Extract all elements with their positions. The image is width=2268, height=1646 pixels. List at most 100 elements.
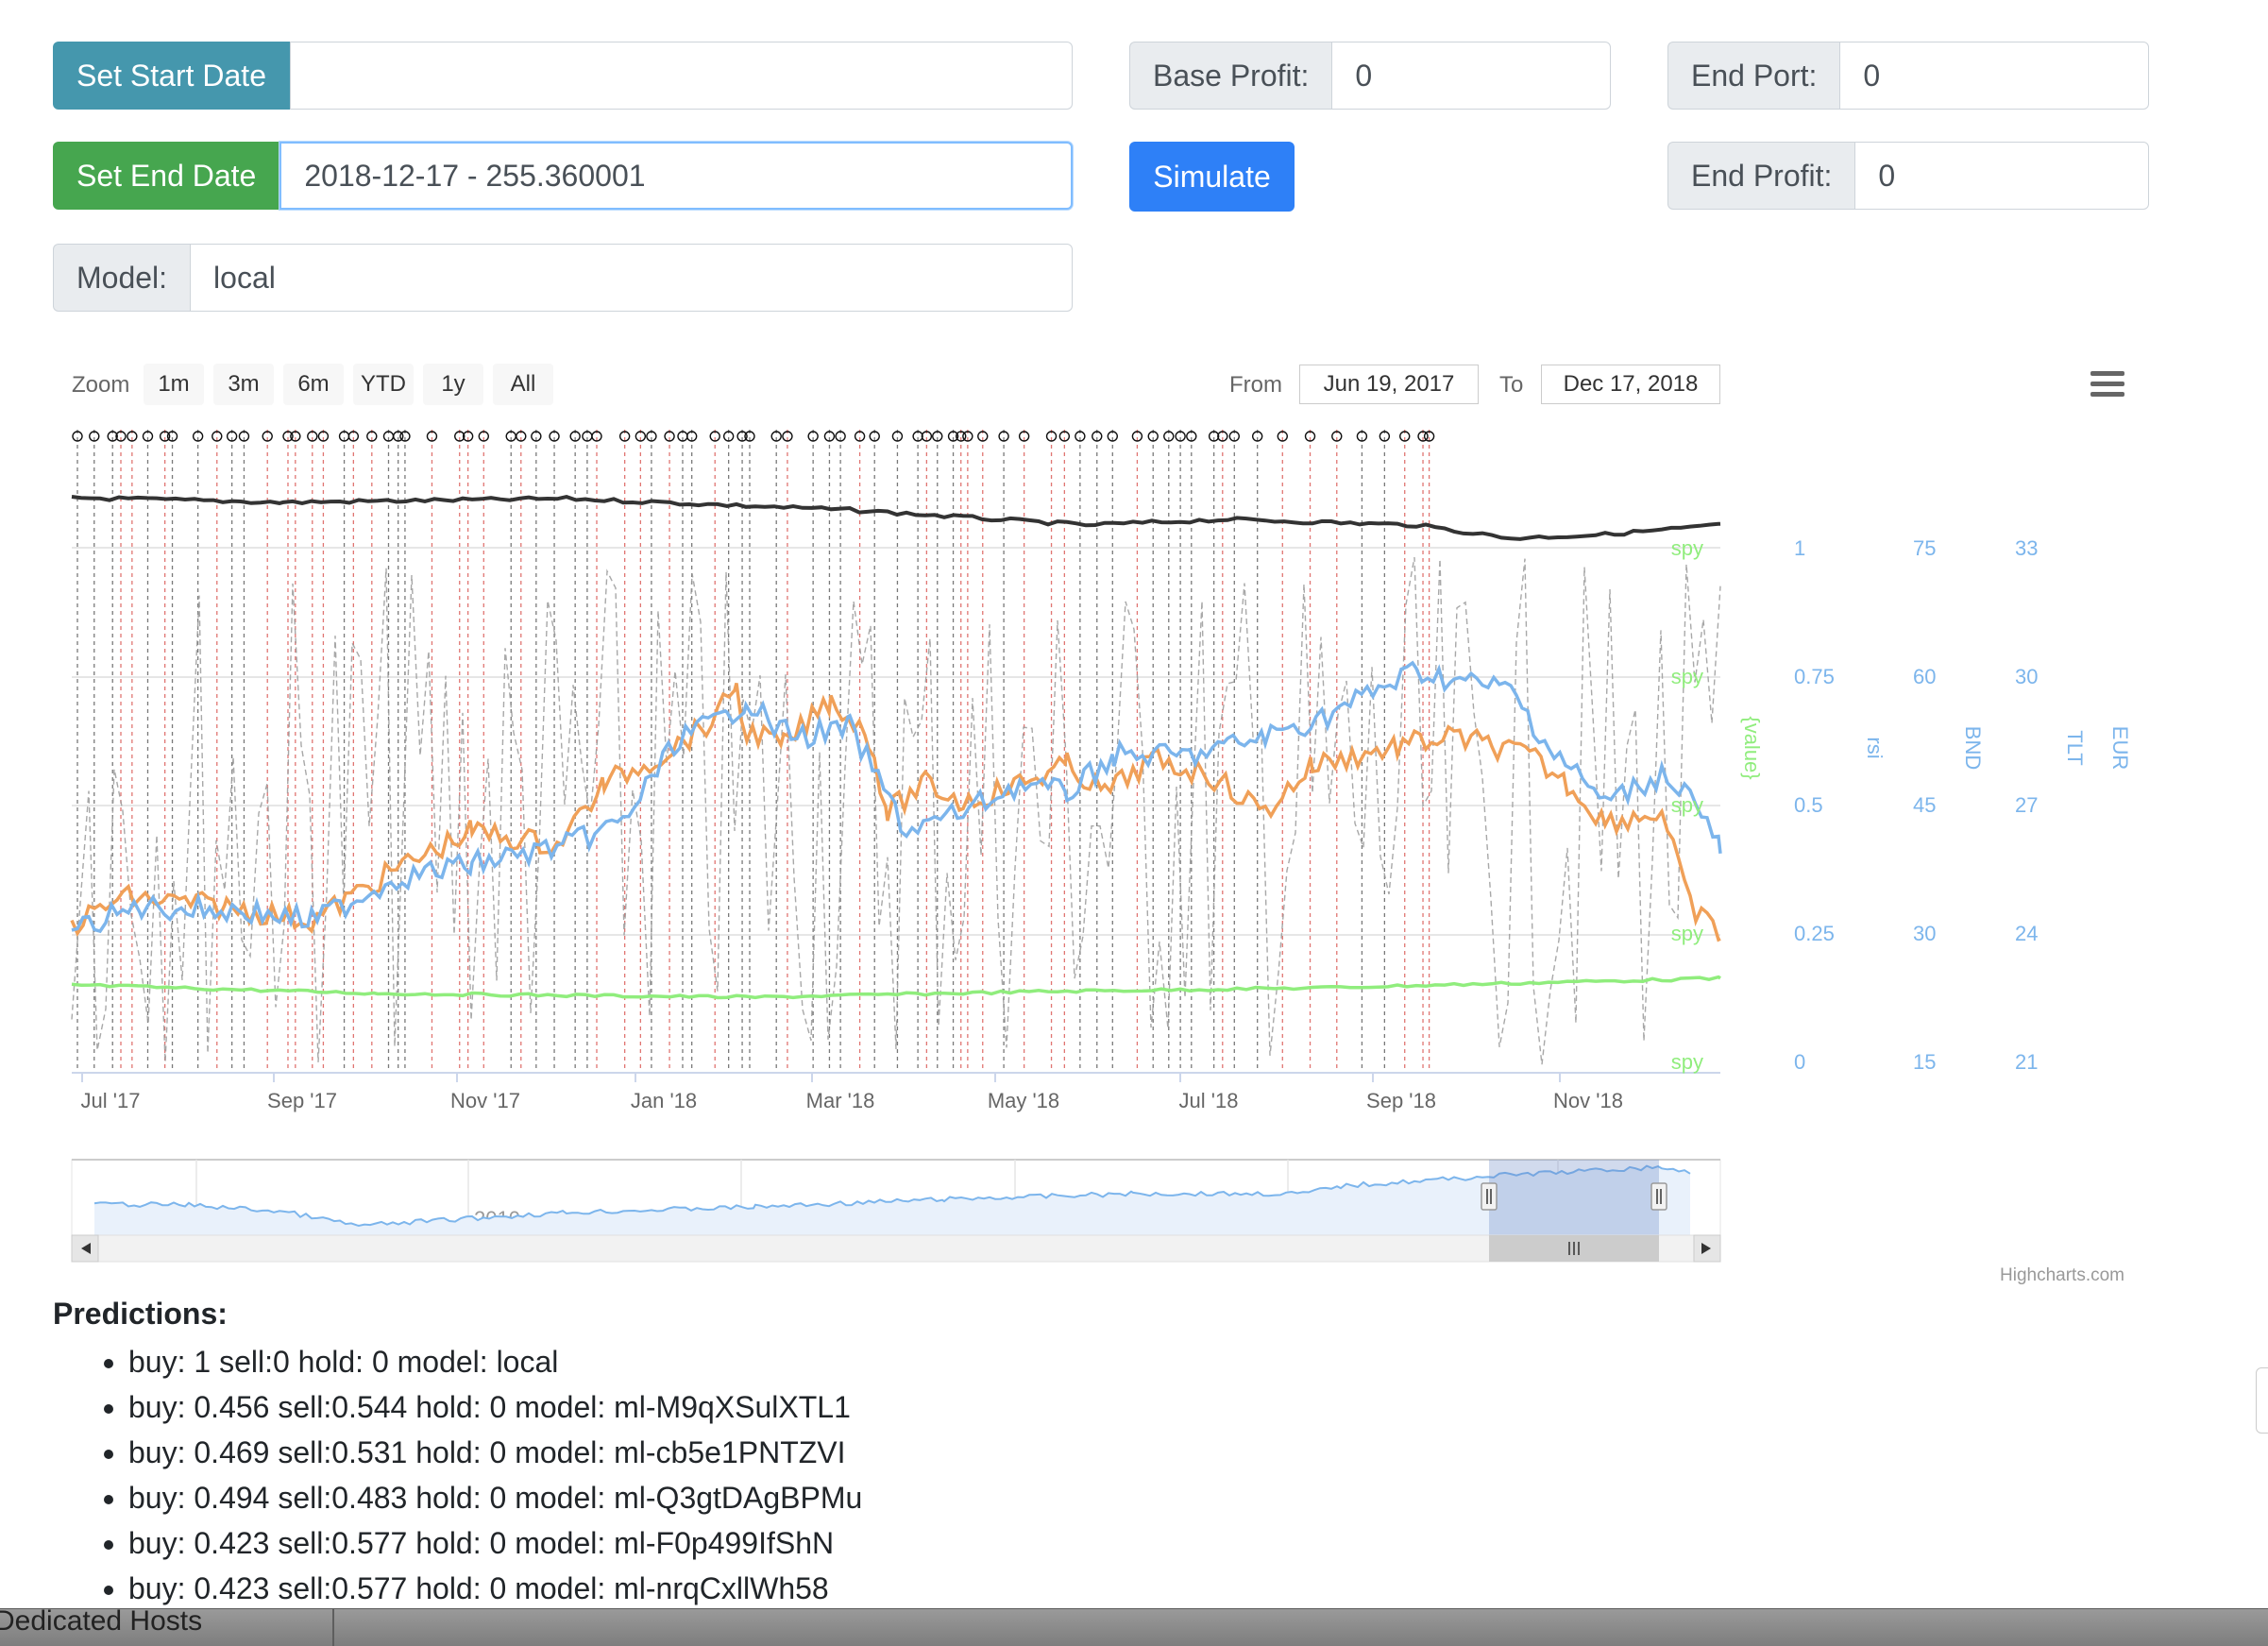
simulate-button[interactable]: Simulate <box>1129 142 1295 212</box>
signal-marker <box>835 431 846 442</box>
zoom-6m-button[interactable]: 6m <box>283 364 344 405</box>
scroll-right-icon <box>1701 1243 1711 1254</box>
side-tab[interactable] <box>2256 1367 2268 1434</box>
set-end-date-button[interactable]: Set End Date <box>53 142 280 210</box>
model-group: Model: <box>53 244 1073 312</box>
list-item: buy: 0.423 sell:0.577 hold: 0 model: ml-… <box>128 1566 862 1611</box>
y-axis-tick-label: spy <box>1671 922 1703 945</box>
signal-marker <box>282 431 294 442</box>
signal-marker <box>664 431 675 442</box>
to-date-input[interactable]: Dec 17, 2018 <box>1541 365 1720 404</box>
signal-marker <box>807 431 819 442</box>
signal-marker <box>956 431 967 442</box>
start-date-input[interactable] <box>289 42 1073 110</box>
y-axis-tick-label: spy <box>1671 1050 1703 1074</box>
rsi-series-line <box>71 556 1721 1065</box>
zoom-1y-button[interactable]: 1y <box>423 364 483 405</box>
y-axis-tick-label: 75 <box>1913 536 1936 560</box>
x-tick-label: Jan '18 <box>631 1089 697 1112</box>
signal-marker <box>1018 431 1030 442</box>
chart-menu-icon[interactable] <box>2090 371 2124 399</box>
zoom-ytd-button[interactable]: YTD <box>353 364 414 405</box>
signal-marker <box>89 431 100 442</box>
base-profit-label: Base Profit: <box>1129 42 1332 110</box>
set-start-date-button[interactable]: Set Start Date <box>53 42 290 110</box>
end-profit-input[interactable] <box>1854 142 2149 210</box>
signal-marker <box>531 431 542 442</box>
predictions-title: Predictions: <box>53 1297 228 1331</box>
x-tick-label: Nov '17 <box>450 1089 520 1112</box>
signal-marker <box>1277 431 1288 442</box>
x-tick-label: Jul '18 <box>1179 1089 1239 1112</box>
x-tick-label: Jul '17 <box>81 1089 141 1112</box>
y-axis-tick-label: 21 <box>2015 1050 2038 1074</box>
signal-marker <box>1356 431 1368 442</box>
signal-marker <box>932 431 943 442</box>
signal-marker <box>307 431 318 442</box>
signal-marker <box>166 431 178 442</box>
from-label: From <box>1229 372 1282 398</box>
signal-marker <box>262 431 273 442</box>
base-profit-input[interactable] <box>1331 42 1611 110</box>
y-axis-title: rsi <box>1863 737 1887 758</box>
signal-marker <box>366 431 378 442</box>
y-axis-tick-label: 0.5 <box>1794 793 1823 817</box>
signal-marker <box>947 431 959 442</box>
signal-marker <box>1175 431 1186 442</box>
signal-marker <box>646 431 657 442</box>
from-date-input[interactable]: Jun 19, 2017 <box>1299 365 1479 404</box>
signal-marker <box>226 431 238 442</box>
signal-marker <box>569 431 581 442</box>
x-tick-label: May '18 <box>988 1089 1059 1112</box>
signal-marker <box>912 431 923 442</box>
highcharts-credits[interactable]: Highcharts.com <box>2000 1265 2124 1285</box>
zoom-all-button[interactable]: All <box>493 364 553 405</box>
y-axis-tick-label: 60 <box>1913 665 1936 688</box>
list-item: buy: 1 sell:0 hold: 0 model: local <box>128 1339 862 1384</box>
blue-series-line <box>71 660 1722 934</box>
signal-marker <box>1423 431 1435 442</box>
y-axis-tick-label: 27 <box>2015 793 2038 817</box>
signal-marker <box>736 431 748 442</box>
y-axis-tick-label: 24 <box>2015 922 2038 945</box>
list-item: buy: 0.423 sell:0.577 hold: 0 model: ml-… <box>128 1520 862 1566</box>
signal-marker <box>290 431 301 442</box>
zoom-1m-button[interactable]: 1m <box>144 364 204 405</box>
y-axis-tick-label: 15 <box>1913 1050 1936 1074</box>
x-tick-label: Mar '18 <box>806 1089 875 1112</box>
signal-marker <box>1147 431 1159 442</box>
navigator-mask <box>1489 1160 1659 1235</box>
y-axis-title: TLT <box>2063 730 2087 765</box>
y-axis-tick-label: 0.75 <box>1794 665 1835 688</box>
model-label: Model: <box>53 244 191 312</box>
signal-marker <box>962 431 973 442</box>
orange-series-line <box>70 683 1721 942</box>
model-input[interactable] <box>190 244 1073 312</box>
end-date-group: Set End Date <box>53 142 1073 210</box>
predictions-list: buy: 1 sell:0 hold: 0 model: local buy: … <box>53 1339 862 1611</box>
y-axis-tick-label: spy <box>1671 665 1703 688</box>
signal-marker <box>1045 431 1058 442</box>
navigator-handle <box>1481 1182 1498 1211</box>
x-tick-label: Nov '18 <box>1553 1089 1623 1112</box>
end-port-input[interactable] <box>1839 42 2149 110</box>
y-axis-title: BND <box>1961 726 1985 770</box>
navigator[interactable]: 200820102012201420162018 <box>71 1159 1721 1263</box>
y-axis-tick-label: 45 <box>1913 793 1936 817</box>
signal-marker <box>426 431 438 442</box>
signal-marker <box>591 431 602 442</box>
end-date-input[interactable] <box>279 142 1073 210</box>
zoom-3m-button[interactable]: 3m <box>213 364 274 405</box>
end-port-group: End Port: <box>1667 42 2149 110</box>
signal-marker <box>709 431 720 442</box>
end-profit-group: End Profit: <box>1667 142 2149 210</box>
y-axis-title: EUR <box>2108 726 2132 770</box>
signal-marker <box>1217 431 1228 442</box>
taskbar-item[interactable]: Dedicated Hosts <box>0 1605 203 1637</box>
signal-marker <box>823 431 836 442</box>
signal-marker <box>399 431 411 442</box>
signal-marker <box>1208 431 1220 442</box>
signal-marker <box>1304 431 1316 442</box>
list-item: buy: 0.469 sell:0.531 hold: 0 model: ml-… <box>128 1430 862 1475</box>
end-profit-label: End Profit: <box>1667 142 1855 210</box>
